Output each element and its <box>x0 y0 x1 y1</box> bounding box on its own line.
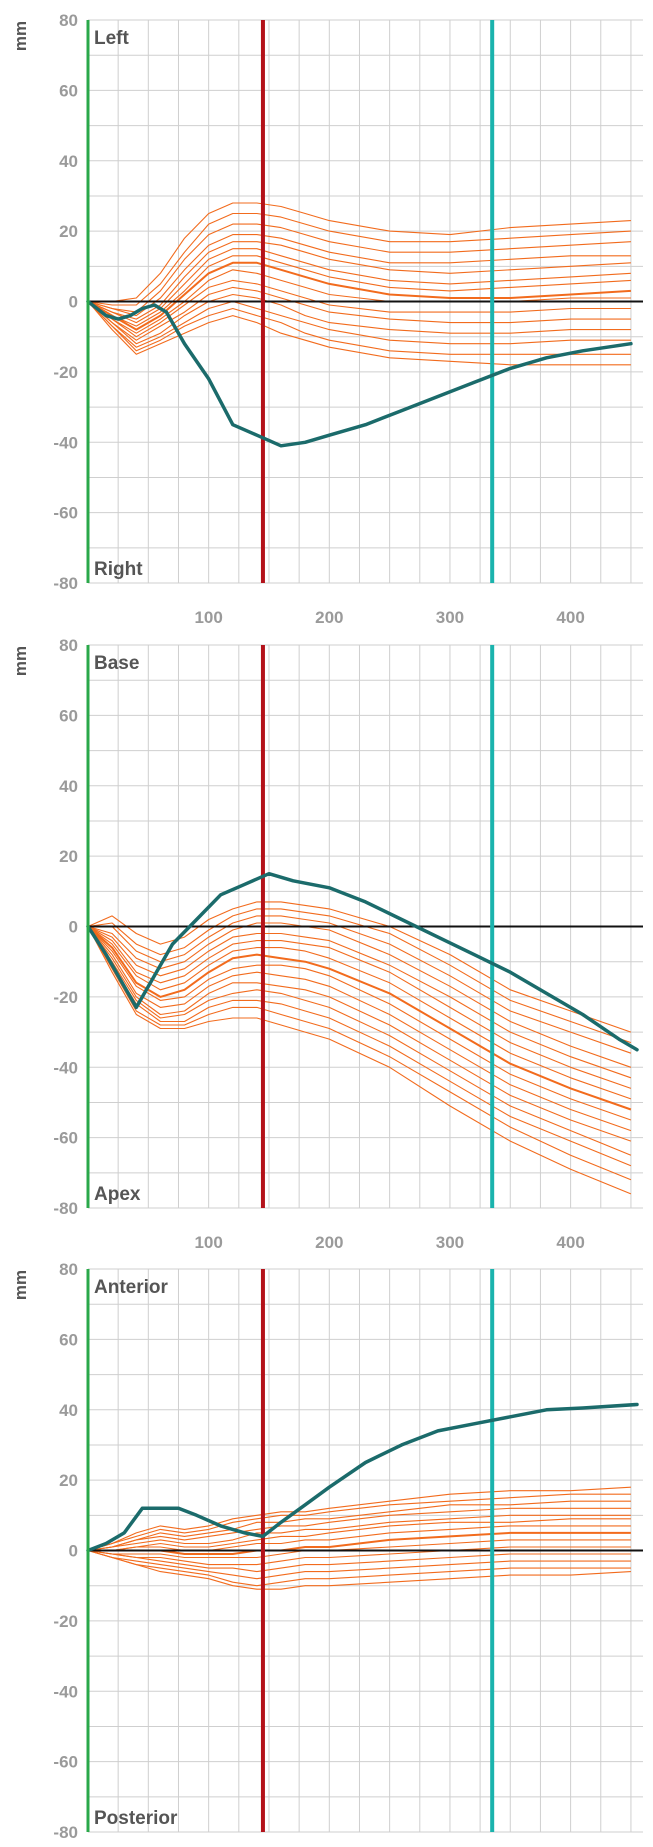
series-line <box>87 926 632 1167</box>
y-tick-label: -20 <box>53 363 78 382</box>
series-line <box>87 926 632 1181</box>
y-tick-label: 0 <box>69 293 78 312</box>
y-tick-label: 20 <box>59 222 78 241</box>
series-line <box>87 279 631 338</box>
y-tick-label: 40 <box>59 777 78 796</box>
series-line <box>88 1518 631 1552</box>
series-line <box>87 922 632 1068</box>
top-direction-label: Base <box>94 653 139 674</box>
top-direction-label: Anterior <box>94 1277 169 1298</box>
y-tick-label: -40 <box>53 433 78 452</box>
series-line <box>87 1493 631 1552</box>
series-line <box>88 1525 631 1552</box>
series-line <box>87 908 632 1044</box>
series-line <box>88 202 631 303</box>
y-tick-label: -20 <box>53 988 78 1007</box>
series-line <box>87 301 631 355</box>
series-line <box>87 1507 631 1552</box>
y-tick-label: -60 <box>53 504 78 523</box>
y-tick-label: 60 <box>59 1330 78 1349</box>
y-tick-label: 60 <box>59 706 78 725</box>
series-line <box>87 901 632 1033</box>
main-series-line <box>86 1402 639 1553</box>
y-unit-label: mm <box>11 21 30 51</box>
series-line <box>87 1549 631 1590</box>
y-tick-label: 40 <box>59 152 78 171</box>
y-tick-label: 80 <box>59 11 78 30</box>
series-line <box>87 212 631 306</box>
y-tick-label: -80 <box>53 574 78 593</box>
x-tick-label: 200 <box>315 608 343 627</box>
series-line <box>87 925 632 1079</box>
x-tick-label: 400 <box>556 608 584 627</box>
main-series-line <box>86 871 639 1052</box>
x-tick-label: 200 <box>315 1233 343 1252</box>
series-line <box>87 926 632 1132</box>
series-line <box>87 300 631 348</box>
series-line <box>87 1549 631 1573</box>
y-tick-label: -80 <box>53 1199 78 1218</box>
series-line <box>87 926 632 1100</box>
series-line <box>87 926 632 1156</box>
series-line <box>87 286 631 341</box>
series-line <box>87 255 631 327</box>
x-tick-label: 400 <box>556 1233 584 1252</box>
series-line <box>87 926 632 1121</box>
y-tick-label: 60 <box>59 81 78 100</box>
series-line <box>87 1539 631 1559</box>
x-tick-label: 100 <box>194 1233 222 1252</box>
bottom-direction-label: Right <box>94 559 143 580</box>
y-unit-label: mm <box>11 1270 30 1300</box>
series-line <box>87 1549 631 1587</box>
x-tick-label: 300 <box>436 608 464 627</box>
y-tick-label: -60 <box>53 1753 78 1772</box>
bottom-direction-label: Posterior <box>94 1808 178 1829</box>
y-tick-label: 40 <box>59 1401 78 1420</box>
chart-panel-2: 806040200-20-40-60-80100200300400mmAnter… <box>11 1260 643 1842</box>
y-tick-label: -80 <box>53 1823 78 1842</box>
y-tick-label: 20 <box>59 847 78 866</box>
series-line <box>87 1546 631 1566</box>
top-direction-label: Left <box>94 28 130 49</box>
series-line <box>88 915 632 1054</box>
y-tick-label: 0 <box>69 918 78 937</box>
y-tick-label: 0 <box>69 1542 78 1561</box>
x-tick-label: 100 <box>194 608 222 627</box>
series-line <box>87 301 631 366</box>
series-line <box>87 926 632 1089</box>
y-tick-label: -60 <box>53 1129 78 1148</box>
y-tick-label: -40 <box>53 1058 78 1077</box>
bottom-direction-label: Apex <box>94 1184 141 1205</box>
y-tick-label: -20 <box>53 1612 78 1631</box>
y-tick-label: 20 <box>59 1471 78 1490</box>
series-line <box>87 241 631 320</box>
y-tick-label: 80 <box>59 636 78 655</box>
y-unit-label: mm <box>11 646 30 676</box>
series-line <box>87 926 632 1142</box>
series-line <box>87 248 631 324</box>
series-line <box>87 261 631 331</box>
series-line <box>87 926 632 1195</box>
series-line <box>87 1486 631 1552</box>
y-tick-label: -40 <box>53 1682 78 1701</box>
series-line <box>87 1549 631 1580</box>
y-tick-label: 80 <box>59 1260 78 1279</box>
main-series-line <box>86 299 633 448</box>
series-line <box>87 1500 631 1552</box>
x-tick-label: 300 <box>436 1233 464 1252</box>
